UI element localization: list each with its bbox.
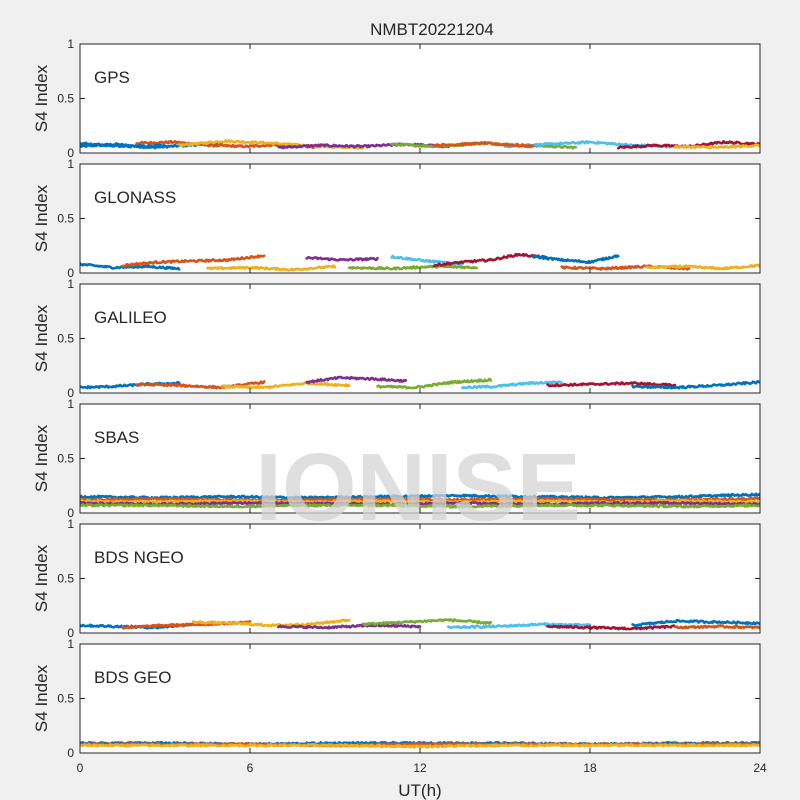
track-line	[121, 254, 266, 268]
y-axis-label: S4 Index	[32, 304, 51, 372]
track-line	[220, 381, 351, 390]
panel-bds-ngeo: 0 0.5 1 BDS NGEO S4 Index	[32, 517, 761, 640]
y-axis-label: S4 Index	[32, 664, 51, 732]
y-tick-label: 0.5	[57, 92, 74, 106]
track-line	[546, 381, 677, 388]
panel-gps: 0 0.5 1 GPS S4 Index	[32, 37, 761, 160]
panel-sbas: 0 0.5 1 SBAS S4 Index	[32, 397, 761, 520]
panel-label: GALILEO	[94, 308, 167, 327]
x-tick-label: 18	[583, 761, 597, 775]
data-marks	[80, 252, 760, 272]
y-tick-label: 0	[67, 626, 74, 640]
track-line	[461, 380, 563, 390]
track-line	[376, 377, 493, 390]
track-line	[631, 380, 760, 390]
plot-area	[80, 44, 760, 153]
x-tick-label: 0	[77, 761, 84, 775]
data-marks	[80, 139, 760, 150]
x-tick-label: 6	[247, 761, 254, 775]
track-line	[432, 141, 535, 149]
track-line	[347, 264, 478, 271]
track-line	[305, 375, 408, 385]
x-tick-label: 24	[753, 761, 767, 775]
y-tick-label: 0	[67, 746, 74, 760]
panel-galileo: 0 0.5 1 GALILEO S4 Index	[32, 277, 761, 400]
y-tick-label: 1	[67, 637, 74, 651]
track-line	[192, 618, 351, 628]
track-line	[645, 263, 760, 271]
track-line	[447, 622, 592, 630]
track-line	[305, 255, 379, 262]
data-marks	[80, 740, 760, 749]
y-tick-label: 1	[67, 37, 74, 51]
y-axis-label: S4 Index	[32, 424, 51, 492]
track-line	[673, 624, 760, 630]
data-marks	[80, 492, 760, 509]
plot-area	[80, 524, 760, 633]
panel-label: BDS NGEO	[94, 548, 184, 567]
track-line	[80, 743, 760, 749]
figure-title: NMBT20221204	[370, 20, 494, 39]
y-tick-label: 1	[67, 397, 74, 411]
y-tick-label: 0.5	[57, 212, 74, 226]
track-line	[362, 617, 493, 627]
panel-glonass: 0 0.5 1 GLONASS S4 Index	[32, 157, 761, 280]
track-line	[277, 623, 422, 630]
watermark: IONISE	[255, 434, 580, 541]
track-line	[80, 503, 760, 509]
y-tick-label: 0.5	[57, 332, 74, 346]
track-line	[135, 380, 266, 390]
panels: 0 0.5 1 GPS S4 Index 0 0.5 1 GLONASS S4 Index 0 0.5…	[32, 37, 767, 775]
x-tick-label: 12	[413, 761, 427, 775]
y-tick-label: 0	[67, 506, 74, 520]
track-line	[432, 252, 549, 268]
panel-bds-geo: 0 0.5 1 0 6 12 18 24 BDS GEO S4 Index	[32, 637, 767, 775]
panel-label: BDS GEO	[94, 668, 171, 687]
plot-area	[80, 644, 760, 753]
track-line	[80, 262, 181, 271]
y-tick-label: 0	[67, 266, 74, 280]
plot-area	[80, 164, 760, 273]
data-marks	[80, 375, 760, 390]
plot-area	[80, 284, 760, 393]
y-axis-label: S4 Index	[32, 64, 51, 132]
track-line	[80, 500, 760, 507]
y-axis-label: S4 Index	[32, 184, 51, 252]
panel-label: GLONASS	[94, 188, 176, 207]
x-axis-label: UT(h)	[398, 781, 441, 800]
y-tick-label: 1	[67, 277, 74, 291]
track-line	[673, 143, 760, 150]
panel-label: SBAS	[94, 428, 139, 447]
y-axis-label: S4 Index	[32, 544, 51, 612]
y-tick-label: 0	[67, 386, 74, 400]
y-tick-label: 1	[67, 517, 74, 531]
track-line	[206, 264, 337, 272]
track-line	[546, 624, 677, 631]
track-line	[80, 141, 167, 149]
y-tick-label: 0.5	[57, 452, 74, 466]
y-tick-label: 1	[67, 157, 74, 171]
track-line	[631, 618, 760, 628]
y-tick-label: 0	[67, 146, 74, 160]
y-tick-label: 0.5	[57, 692, 74, 706]
data-marks	[80, 617, 760, 631]
panel-label: GPS	[94, 68, 130, 87]
y-tick-label: 0.5	[57, 572, 74, 586]
track-line	[532, 254, 620, 265]
